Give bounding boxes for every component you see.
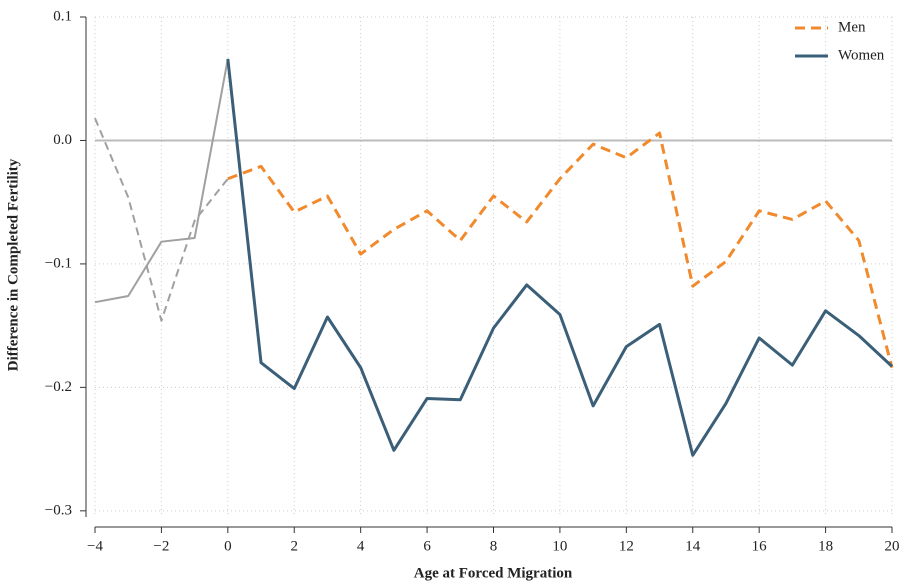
- x-tick-label: 6: [423, 538, 431, 554]
- x-tick-label: 2: [291, 538, 299, 554]
- y-tick-label: 0.0: [53, 132, 72, 148]
- y-tick-label: −0.2: [45, 379, 72, 395]
- x-tick-label: 18: [818, 538, 833, 554]
- y-tick-label: −0.3: [45, 502, 72, 518]
- legend-label: Men: [838, 19, 866, 35]
- series-line: [227, 131, 894, 368]
- series-line-muted: [94, 58, 229, 304]
- y-tick-label: −0.1: [45, 255, 72, 271]
- legend-label: Women: [838, 47, 885, 63]
- x-tick-label: 16: [752, 538, 768, 554]
- series-line: [226, 58, 894, 457]
- x-tick-label: −4: [87, 538, 103, 554]
- x-tick-label: 20: [885, 538, 900, 554]
- y-axis-title: Difference in Completed Fertility: [5, 158, 21, 371]
- x-axis-title: Age at Forced Migration: [414, 565, 573, 581]
- x-tick-label: −2: [153, 538, 169, 554]
- x-tick-label: 14: [685, 538, 701, 554]
- x-tick-label: 12: [619, 538, 634, 554]
- x-tick-label: 8: [490, 538, 498, 554]
- series-line-muted: [94, 117, 229, 322]
- x-tick-label: 4: [357, 538, 365, 554]
- x-tick-label: 10: [552, 538, 567, 554]
- y-tick-label: 0.1: [53, 8, 72, 24]
- x-tick-label: 0: [224, 538, 232, 554]
